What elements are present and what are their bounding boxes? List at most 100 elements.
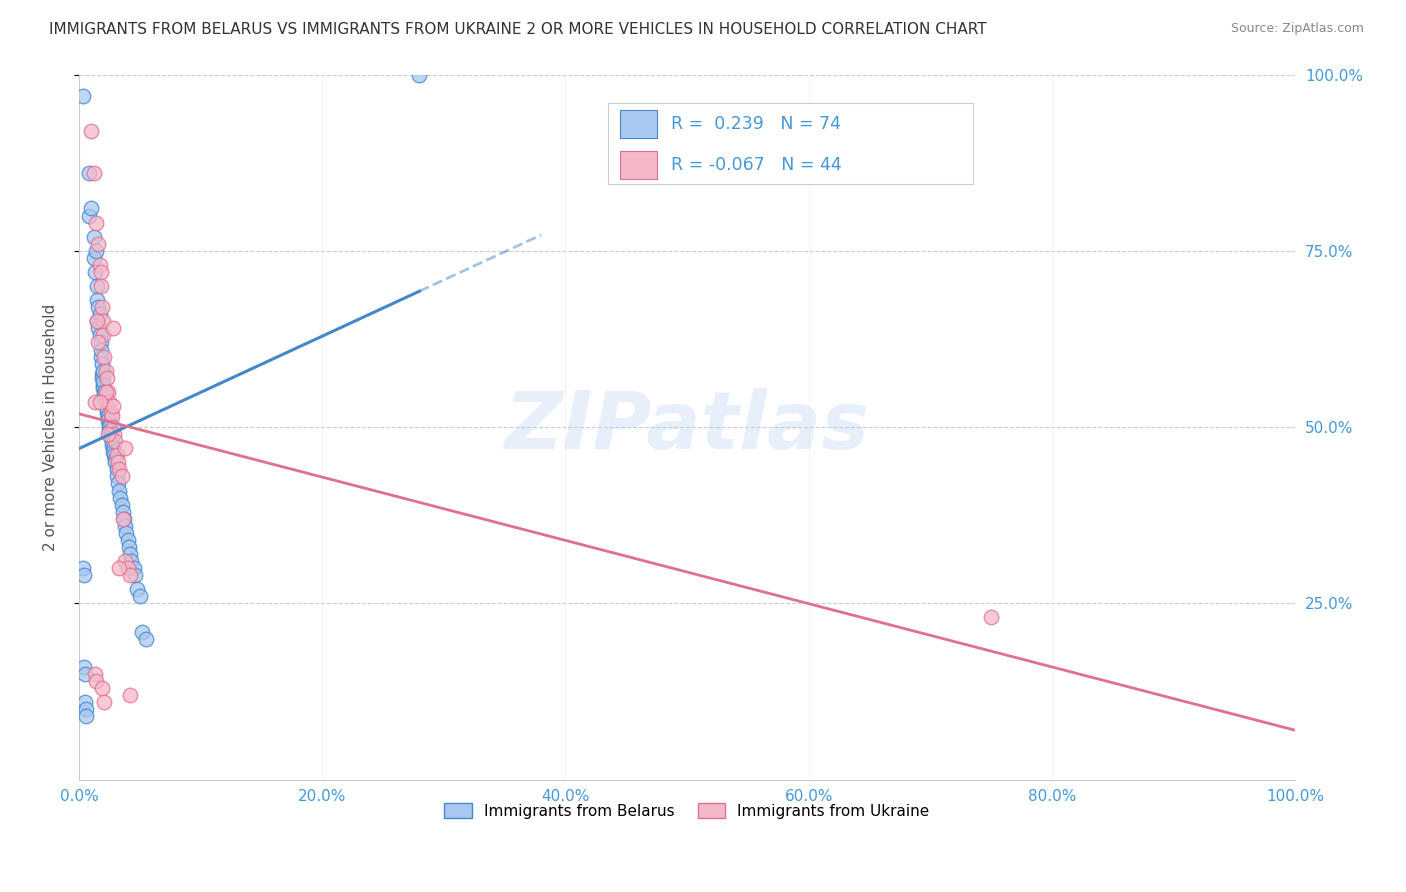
Point (117, 561, 139, 575)
Point (108, 462, 131, 476)
Point (72, 561, 94, 575)
Point (101, 434, 124, 449)
Point (98, 417, 121, 431)
Point (86, 279, 108, 293)
Point (98, 424, 121, 438)
Point (100, 427, 122, 442)
Point (107, 455, 129, 469)
Point (84, 673, 107, 688)
Point (93, 350, 115, 364)
Point (112, 512, 135, 526)
Point (127, 582, 149, 597)
Point (87, 300, 110, 314)
Point (105, 469, 128, 483)
Point (97, 427, 120, 442)
Point (105, 462, 128, 476)
Point (100, 431, 122, 445)
Point (86, 314, 108, 328)
Point (83, 395, 105, 409)
Point (75, 702, 97, 716)
Point (90, 279, 112, 293)
Point (91, 370, 114, 384)
Point (93, 695, 115, 709)
Y-axis label: 2 or more Vehicles in Household: 2 or more Vehicles in Household (44, 303, 58, 550)
Point (101, 420, 124, 434)
Point (75, 709, 97, 723)
Point (101, 438, 124, 452)
Point (89, 258, 111, 272)
Point (83, 251, 105, 265)
Point (104, 455, 127, 469)
Point (91, 367, 114, 381)
Point (94, 399, 117, 413)
Point (110, 491, 132, 505)
Point (120, 554, 142, 568)
Point (128, 589, 150, 603)
Point (97, 409, 120, 424)
Point (100, 406, 122, 420)
Point (98, 420, 121, 434)
Point (131, 624, 153, 639)
Point (122, 561, 145, 575)
Point (87, 335, 110, 350)
Point (117, 533, 139, 547)
Point (86, 293, 108, 307)
Point (111, 505, 134, 519)
Point (83, 666, 105, 681)
Point (135, 632, 157, 646)
Text: Source: ZipAtlas.com: Source: ZipAtlas.com (1230, 22, 1364, 36)
Point (104, 451, 127, 466)
Point (101, 321, 124, 335)
Point (93, 392, 115, 406)
Point (73, 695, 96, 709)
Point (97, 413, 120, 427)
Point (115, 525, 138, 540)
Point (111, 512, 134, 526)
Point (408, 68, 430, 82)
Point (72, 88, 94, 103)
Point (101, 444, 124, 458)
Point (96, 370, 118, 384)
Text: R = -0.067   N = 44: R = -0.067 N = 44 (671, 156, 842, 174)
Point (87, 236, 110, 251)
Point (90, 343, 112, 357)
Point (83, 229, 105, 244)
Point (105, 448, 128, 462)
Point (96, 406, 118, 420)
Point (104, 434, 127, 449)
Point (114, 441, 136, 455)
Point (101, 399, 124, 413)
Point (91, 300, 114, 314)
Point (91, 374, 114, 388)
FancyBboxPatch shape (620, 151, 657, 179)
Point (110, 469, 132, 483)
Point (89, 307, 111, 321)
Point (90, 265, 112, 279)
Point (94, 384, 117, 399)
Point (980, 610, 1002, 624)
Point (86, 314, 108, 328)
Point (91, 357, 114, 371)
Point (91, 314, 114, 328)
Point (93, 388, 115, 402)
Point (103, 427, 125, 442)
Point (77, 166, 100, 180)
Point (91, 377, 114, 392)
Point (83, 166, 105, 180)
Point (84, 216, 107, 230)
Point (87, 321, 110, 335)
Point (91, 681, 114, 695)
Point (89, 395, 111, 409)
Point (98, 395, 121, 409)
Point (107, 476, 129, 491)
Point (77, 209, 100, 223)
Point (73, 666, 96, 681)
Text: R =  0.239   N = 74: R = 0.239 N = 74 (671, 115, 841, 133)
Point (94, 364, 117, 378)
Text: IMMIGRANTS FROM BELARUS VS IMMIGRANTS FROM UKRAINE 2 OR MORE VEHICLES IN HOUSEHO: IMMIGRANTS FROM BELARUS VS IMMIGRANTS FR… (49, 22, 987, 37)
Point (101, 441, 124, 455)
Point (73, 568, 96, 582)
Point (90, 335, 112, 350)
Point (73, 660, 96, 674)
FancyBboxPatch shape (620, 110, 657, 138)
